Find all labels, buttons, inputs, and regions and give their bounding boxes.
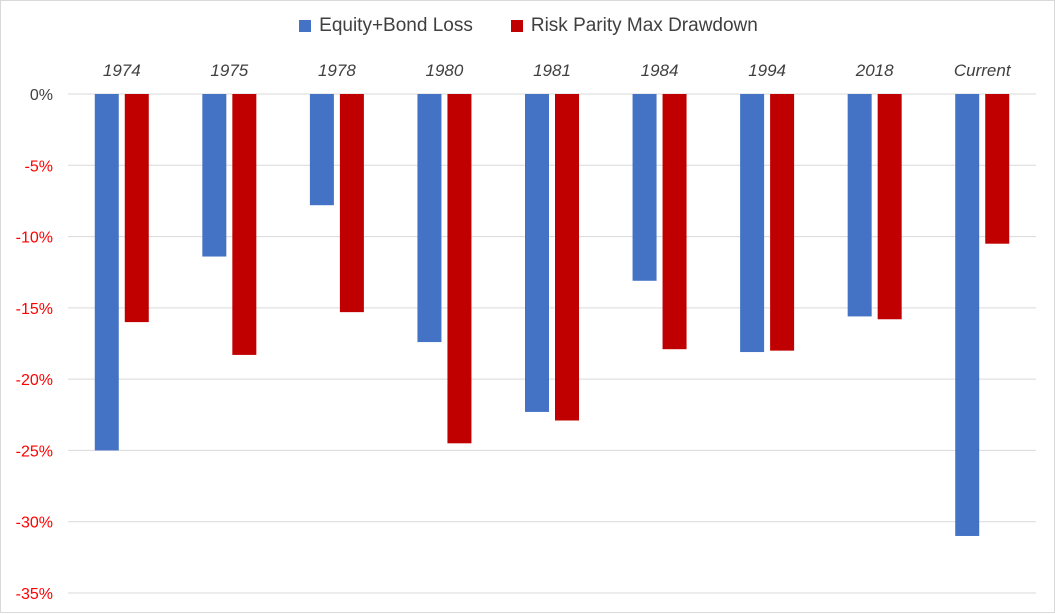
bar bbox=[339, 94, 364, 313]
bar bbox=[632, 94, 657, 281]
category-label: 1984 bbox=[641, 61, 679, 80]
y-tick-label: -35% bbox=[16, 586, 53, 603]
bar bbox=[955, 94, 980, 536]
legend-label-equity-bond-loss: Equity+Bond Loss bbox=[319, 15, 473, 36]
bar bbox=[555, 94, 579, 421]
bar bbox=[94, 94, 119, 451]
bar bbox=[525, 94, 549, 412]
legend-item-equity-bond-loss: Equity+Bond Loss bbox=[299, 15, 473, 37]
category-label: 1978 bbox=[318, 61, 356, 80]
category-label: 1980 bbox=[426, 61, 464, 80]
bar bbox=[877, 94, 902, 320]
legend-item-risk-parity-max-drawdown: Risk Parity Max Drawdown bbox=[510, 15, 758, 37]
category-label: Current bbox=[954, 61, 1012, 80]
bar bbox=[985, 94, 1010, 244]
bar bbox=[447, 94, 472, 444]
category-label: 1974 bbox=[103, 61, 141, 80]
y-tick-label: -10% bbox=[16, 230, 53, 247]
bar bbox=[770, 94, 795, 351]
y-tick-label: -5% bbox=[25, 158, 53, 175]
bar bbox=[662, 94, 687, 350]
y-tick-label: 0% bbox=[30, 87, 53, 104]
category-label: 1981 bbox=[533, 61, 571, 80]
bar bbox=[202, 94, 227, 257]
legend: Equity+Bond Loss Risk Parity Max Drawdow… bbox=[1, 15, 1055, 37]
bar bbox=[417, 94, 442, 343]
y-tick-label: -25% bbox=[16, 443, 53, 460]
y-tick-label: -30% bbox=[16, 515, 53, 532]
y-tick-label: -20% bbox=[16, 372, 53, 389]
category-label: 2018 bbox=[855, 61, 894, 80]
bar bbox=[847, 94, 872, 317]
bar bbox=[740, 94, 765, 353]
category-label: 1975 bbox=[210, 61, 248, 80]
legend-swatch-equity-bond-loss bbox=[299, 20, 312, 32]
category-label: 1994 bbox=[748, 61, 786, 80]
legend-swatch-risk-parity-max-drawdown bbox=[510, 20, 523, 32]
bar bbox=[124, 94, 149, 323]
legend-label-risk-parity-max-drawdown: Risk Parity Max Drawdown bbox=[530, 15, 758, 36]
bar bbox=[232, 94, 257, 355]
bar bbox=[309, 94, 334, 206]
y-tick-label: -15% bbox=[16, 301, 53, 318]
